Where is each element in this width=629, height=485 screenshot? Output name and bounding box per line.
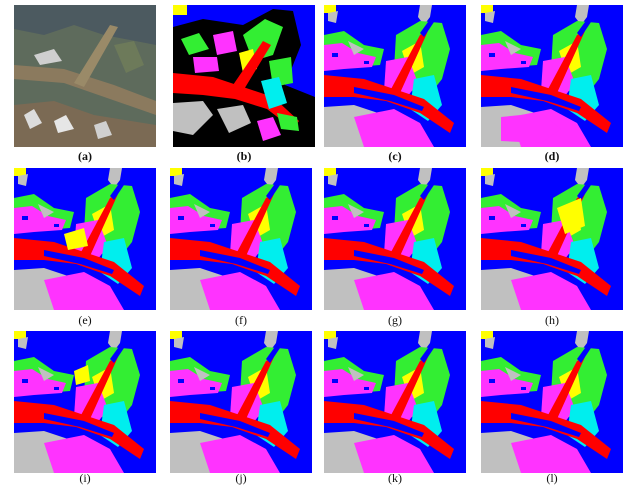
- classification-map: [481, 5, 623, 147]
- panel-caption: (k): [388, 471, 402, 485]
- panel-caption: (f): [235, 313, 247, 327]
- classification-map-panel: [481, 331, 623, 473]
- classification-map: [324, 168, 466, 310]
- panel-caption: (d): [544, 149, 560, 163]
- classification-map-panel: [324, 168, 466, 310]
- classification-map: [324, 5, 466, 147]
- classification-map-panel: [481, 5, 623, 147]
- panel-caption: (j): [235, 471, 247, 485]
- classification-map: [170, 331, 312, 473]
- classification-map: [481, 331, 623, 473]
- classification-map-panel: [170, 168, 312, 310]
- classification-map-panel: [14, 331, 156, 473]
- panel-caption: (l): [546, 471, 558, 485]
- ground-truth-panel: [173, 5, 315, 147]
- ground-truth-map: [173, 5, 315, 147]
- panel-caption: (c): [388, 149, 402, 163]
- satellite-image-panel: [14, 5, 156, 147]
- panel-caption: (e): [78, 313, 92, 327]
- panel-caption: (b): [236, 149, 252, 163]
- classification-map: [170, 168, 312, 310]
- satellite-image: [14, 5, 156, 147]
- panel-caption: (g): [388, 313, 402, 327]
- classification-map-panel: [481, 168, 623, 310]
- classification-map-panel: [324, 5, 466, 147]
- panel-caption: (i): [79, 471, 91, 485]
- classification-map-panel: [324, 331, 466, 473]
- classification-map: [14, 331, 156, 473]
- classification-map-panel: [14, 168, 156, 310]
- classification-map: [14, 168, 156, 310]
- panel-caption: (a): [78, 149, 92, 163]
- classification-map: [324, 331, 466, 473]
- classification-map-panel: [170, 331, 312, 473]
- classification-map: [481, 168, 623, 310]
- panel-caption: (h): [545, 313, 559, 327]
